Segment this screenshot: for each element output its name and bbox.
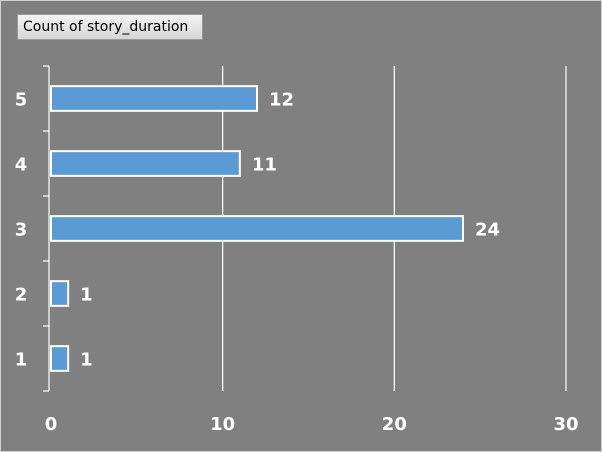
x-tick-label: 30	[553, 414, 578, 435]
x-tick-label: 10	[210, 414, 235, 435]
x-tick-label: 0	[45, 414, 58, 435]
data-label-5: 12	[269, 90, 294, 111]
bar-2[interactable]	[50, 280, 70, 307]
category-axis	[43, 65, 50, 392]
field-button[interactable]: Count of story_duration	[17, 14, 203, 40]
data-label-4: 11	[252, 155, 277, 176]
data-label-1: 1	[80, 350, 93, 371]
bar-3[interactable]	[50, 215, 464, 242]
x-tick-label: 20	[382, 414, 407, 435]
data-label-2: 1	[80, 285, 93, 306]
bar-4[interactable]	[50, 150, 241, 177]
y-tick-label: 4	[15, 155, 28, 176]
bar-5[interactable]	[50, 85, 258, 112]
y-tick-label: 3	[15, 220, 28, 241]
bar-1[interactable]	[50, 345, 70, 372]
data-label-3: 24	[475, 220, 500, 241]
y-tick-label: 5	[15, 90, 28, 111]
y-tick-label: 2	[15, 285, 28, 306]
y-tick-label: 1	[15, 350, 28, 371]
bars	[50, 85, 464, 372]
